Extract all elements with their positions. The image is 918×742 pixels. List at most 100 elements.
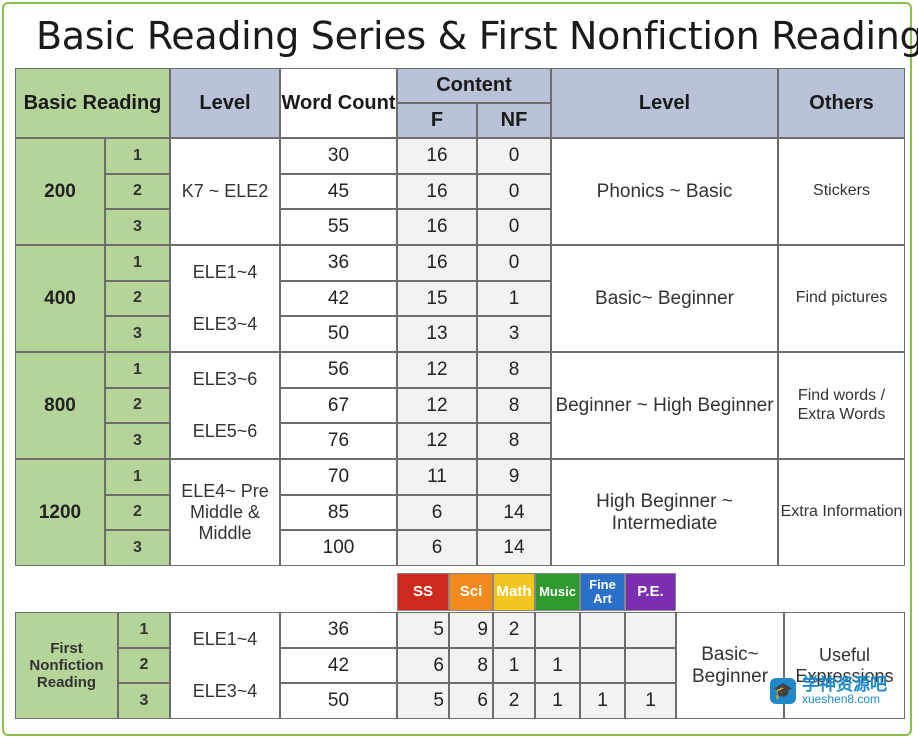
category-music: Music bbox=[535, 573, 580, 611]
subject-count: 6 bbox=[397, 647, 449, 684]
nonfiction-count: 8 bbox=[477, 423, 551, 459]
level-range-text: ELE4~ Pre Middle & Middle bbox=[181, 481, 269, 543]
nonfiction-count: 0 bbox=[477, 173, 551, 210]
category-fineart: Fine Art bbox=[580, 573, 625, 611]
sub-level: 1 bbox=[105, 138, 170, 174]
subject-count: 6 bbox=[449, 683, 493, 719]
page-title: Basic Reading Series & First Nonfiction … bbox=[36, 14, 918, 58]
level-range: ELE3~6 ELE5~6 bbox=[170, 352, 280, 459]
nonfiction-count: 14 bbox=[477, 494, 551, 531]
fiction-count: 11 bbox=[397, 459, 477, 495]
nonfiction-count: 8 bbox=[477, 352, 551, 388]
word-count: 36 bbox=[280, 245, 397, 281]
subject-count: 1 bbox=[625, 683, 676, 719]
sub-level: 3 bbox=[105, 209, 170, 245]
subject-count: 5 bbox=[397, 612, 449, 648]
category-math: Math bbox=[493, 573, 535, 611]
header-level-2: Level bbox=[551, 68, 778, 138]
subject-count bbox=[535, 612, 580, 648]
level-range: ELE1~4 ELE3~4 bbox=[170, 612, 280, 719]
category-ss: SS bbox=[397, 573, 449, 611]
word-count: 45 bbox=[280, 173, 397, 210]
level-range-text: ELE3~4 bbox=[192, 314, 258, 335]
others: Useful Expressions bbox=[784, 612, 905, 719]
sub-level: 1 bbox=[105, 352, 170, 388]
subject-count: 2 bbox=[493, 612, 535, 648]
sub-level: 3 bbox=[105, 423, 170, 459]
nonfiction-count: 14 bbox=[477, 530, 551, 566]
header-content: Content bbox=[397, 68, 551, 103]
subject-count: 5 bbox=[397, 683, 449, 719]
fiction-count: 6 bbox=[397, 530, 477, 566]
subject-count bbox=[580, 647, 625, 684]
subject-count bbox=[580, 612, 625, 648]
word-count: 67 bbox=[280, 387, 397, 424]
nonfiction-count: 0 bbox=[477, 138, 551, 174]
sub-level: 3 bbox=[105, 530, 170, 566]
subject-count: 1 bbox=[535, 683, 580, 719]
sub-level: 2 bbox=[118, 647, 170, 684]
level-range-text: ELE3~4 bbox=[192, 681, 258, 702]
word-count: 36 bbox=[280, 612, 397, 648]
watermark-url: xueshen8.com bbox=[802, 692, 881, 706]
word-count: 30 bbox=[280, 138, 397, 174]
subject-count: 1 bbox=[535, 647, 580, 684]
nonfiction-count: 8 bbox=[477, 387, 551, 424]
category-pe: P.E. bbox=[625, 573, 676, 611]
subject-count: 2 bbox=[493, 683, 535, 719]
sub-level: 2 bbox=[105, 387, 170, 424]
word-count: 100 bbox=[280, 530, 397, 566]
sub-level: 1 bbox=[105, 459, 170, 495]
others: Stickers bbox=[778, 138, 905, 245]
level-range-text: ELE1~4 bbox=[192, 628, 258, 649]
word-count: 76 bbox=[280, 423, 397, 459]
level-range-text: ELE5~6 bbox=[192, 421, 258, 442]
nonfiction-name: First Nonfiction Reading bbox=[15, 612, 118, 719]
word-count: 55 bbox=[280, 209, 397, 245]
fiction-count: 6 bbox=[397, 494, 477, 531]
others: Find pictures bbox=[778, 245, 905, 352]
word-count: 50 bbox=[280, 683, 397, 719]
subject-count bbox=[625, 647, 676, 684]
fiction-count: 12 bbox=[397, 423, 477, 459]
subject-count: 8 bbox=[449, 647, 493, 684]
header-level: Level bbox=[170, 68, 280, 138]
graduation-cap-icon: 🎓 bbox=[770, 677, 796, 704]
fiction-count: 15 bbox=[397, 280, 477, 317]
sub-level: 1 bbox=[105, 245, 170, 281]
nonfiction-count: 1 bbox=[477, 280, 551, 317]
group-name: 800 bbox=[15, 352, 105, 459]
fiction-count: 12 bbox=[397, 387, 477, 424]
level-range: K7 ~ ELE2 bbox=[170, 138, 280, 245]
reading-level: Basic~ Beginner bbox=[551, 245, 778, 352]
reading-level: Beginner ~ High Beginner bbox=[551, 352, 778, 459]
fiction-count: 16 bbox=[397, 245, 477, 281]
subject-count bbox=[625, 612, 676, 648]
header-nonfiction: NF bbox=[477, 103, 551, 138]
sub-level: 2 bbox=[105, 173, 170, 210]
group-name: 200 bbox=[15, 138, 105, 245]
word-count: 56 bbox=[280, 352, 397, 388]
header-fiction: F bbox=[397, 103, 477, 138]
sub-level: 3 bbox=[118, 683, 170, 719]
others: Extra Information bbox=[778, 459, 905, 566]
subject-count: 1 bbox=[493, 647, 535, 684]
fiction-count: 13 bbox=[397, 316, 477, 352]
fiction-count: 16 bbox=[397, 138, 477, 174]
word-count: 85 bbox=[280, 494, 397, 531]
level-range-text: ELE1~4 bbox=[192, 261, 258, 282]
sub-level: 2 bbox=[105, 280, 170, 317]
level-range-text: ELE3~6 bbox=[192, 368, 258, 389]
header-basic-reading: Basic Reading bbox=[15, 68, 170, 138]
word-count: 42 bbox=[280, 647, 397, 684]
reading-level: Phonics ~ Basic bbox=[551, 138, 778, 245]
header-others: Others bbox=[778, 68, 905, 138]
word-count: 50 bbox=[280, 316, 397, 352]
sub-level: 2 bbox=[105, 494, 170, 531]
sub-level: 3 bbox=[105, 316, 170, 352]
reading-level: Basic~ Beginner bbox=[676, 612, 784, 719]
level-range: ELE1~4 ELE3~4 bbox=[170, 245, 280, 352]
level-range-text: K7 ~ ELE2 bbox=[181, 181, 269, 202]
sub-level: 1 bbox=[118, 612, 170, 648]
